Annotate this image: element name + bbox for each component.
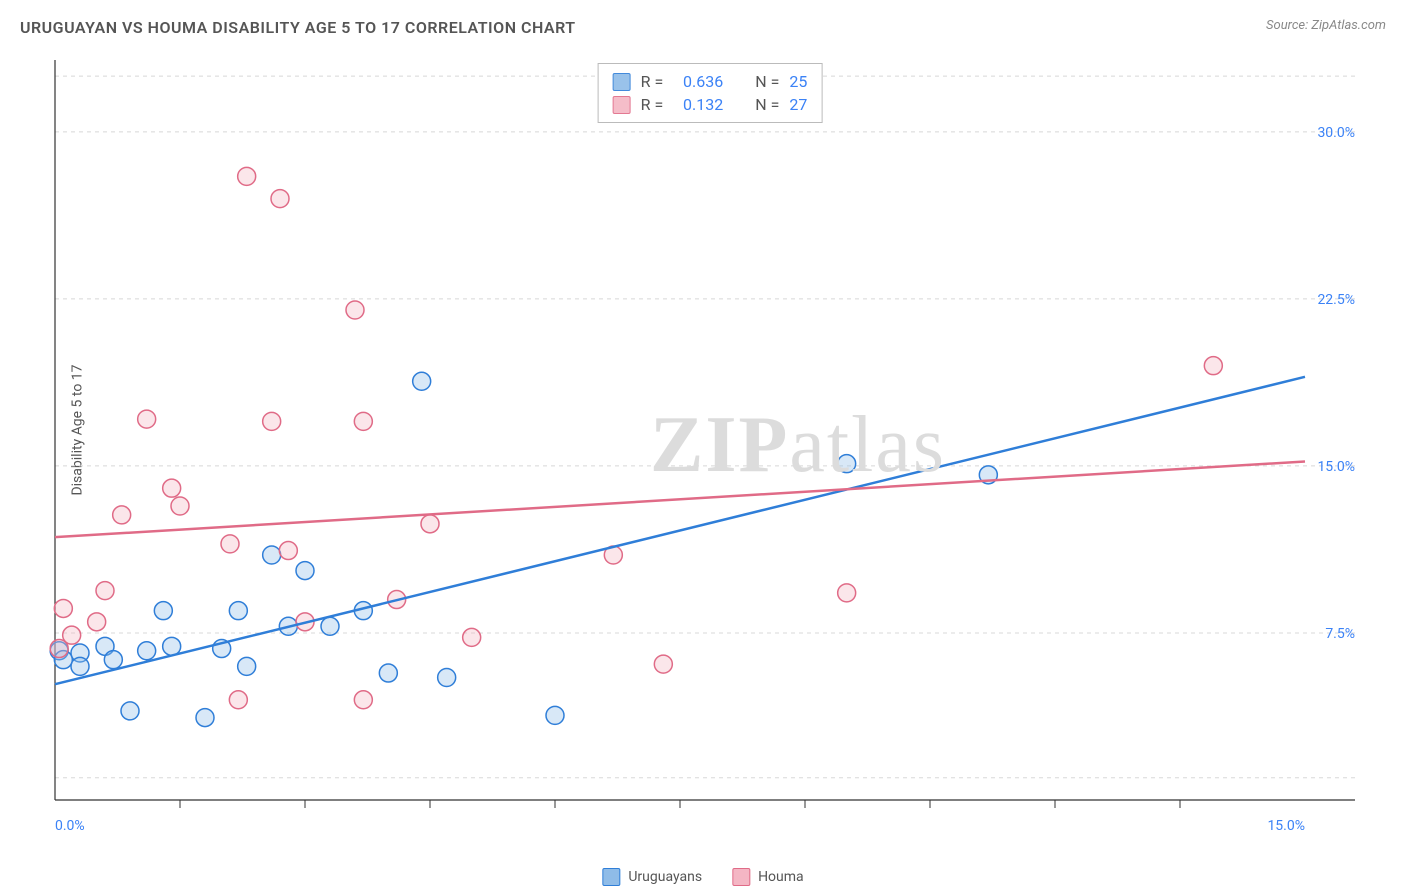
data-point xyxy=(154,602,172,620)
data-point xyxy=(138,410,156,428)
data-point xyxy=(354,691,372,709)
data-point xyxy=(271,190,289,208)
x-tick-label: 15.0% xyxy=(1267,818,1305,834)
data-point xyxy=(438,669,456,687)
n-label: N = xyxy=(755,72,779,91)
x-tick-label: 0.0% xyxy=(55,818,85,834)
y-tick-label: 22.5% xyxy=(1317,292,1355,308)
n-label: N = xyxy=(755,95,779,114)
legend-label: Uruguayans xyxy=(628,869,702,885)
r-label: R = xyxy=(641,72,664,91)
data-point xyxy=(196,709,214,727)
stats-row: R = 0.132 N = 27 xyxy=(613,93,808,116)
legend-swatch xyxy=(602,868,620,886)
y-tick-label: 15.0% xyxy=(1317,459,1355,475)
chart-title: URUGUAYAN VS HOUMA DISABILITY AGE 5 TO 1… xyxy=(20,18,576,37)
data-point xyxy=(321,617,339,635)
data-point xyxy=(229,602,247,620)
data-point xyxy=(113,506,131,524)
data-point xyxy=(88,613,106,631)
data-point xyxy=(171,497,189,515)
data-point xyxy=(421,515,439,533)
data-point xyxy=(379,664,397,682)
y-tick-label: 30.0% xyxy=(1317,125,1355,141)
legend-item: Houma xyxy=(732,868,804,886)
stats-swatch xyxy=(613,73,631,91)
legend-item: Uruguayans xyxy=(602,868,702,886)
scatter-chart: 0.0% 15.0% 7.5% 15.0% 22.5% 30.0% xyxy=(45,55,1365,835)
data-point xyxy=(546,706,564,724)
data-point xyxy=(63,626,81,644)
data-point xyxy=(138,642,156,660)
data-point xyxy=(654,655,672,673)
data-point xyxy=(221,535,239,553)
stats-swatch xyxy=(613,96,631,114)
data-point xyxy=(163,479,181,497)
data-point xyxy=(263,412,281,430)
data-point xyxy=(71,657,89,675)
n-value: 27 xyxy=(789,95,807,114)
data-point xyxy=(229,691,247,709)
data-point xyxy=(238,167,256,185)
data-point xyxy=(1204,357,1222,375)
legend-swatch xyxy=(732,868,750,886)
data-point xyxy=(163,637,181,655)
data-point xyxy=(104,651,122,669)
data-point xyxy=(263,546,281,564)
data-point xyxy=(838,455,856,473)
data-point xyxy=(463,628,481,646)
data-point xyxy=(346,301,364,319)
data-point xyxy=(238,657,256,675)
r-value: 0.132 xyxy=(673,95,723,114)
chart-container: URUGUAYAN VS HOUMA DISABILITY AGE 5 TO 1… xyxy=(0,0,1406,892)
y-tick-label: 7.5% xyxy=(1325,626,1355,642)
data-point xyxy=(54,599,72,617)
data-point xyxy=(121,702,139,720)
trend-line xyxy=(55,461,1305,537)
header: URUGUAYAN VS HOUMA DISABILITY AGE 5 TO 1… xyxy=(20,18,1386,48)
stats-legend-box: R = 0.636 N = 25 R = 0.132 N = 27 xyxy=(598,63,823,123)
r-value: 0.636 xyxy=(673,72,723,91)
plot-area: 0.0%15.0%7.5%15.0%22.5%30.0% ZIPatlas R … xyxy=(45,55,1365,835)
data-point xyxy=(96,582,114,600)
data-point xyxy=(413,372,431,390)
legend-label: Houma xyxy=(758,869,804,885)
data-point xyxy=(279,542,297,560)
data-point xyxy=(838,584,856,602)
n-value: 25 xyxy=(789,72,807,91)
series-legend: Uruguayans Houma xyxy=(602,868,803,886)
source-credit: Source: ZipAtlas.com xyxy=(1266,18,1386,33)
stats-row: R = 0.636 N = 25 xyxy=(613,70,808,93)
r-label: R = xyxy=(641,95,664,114)
data-point xyxy=(354,412,372,430)
trend-line xyxy=(55,377,1305,684)
data-point xyxy=(296,562,314,580)
